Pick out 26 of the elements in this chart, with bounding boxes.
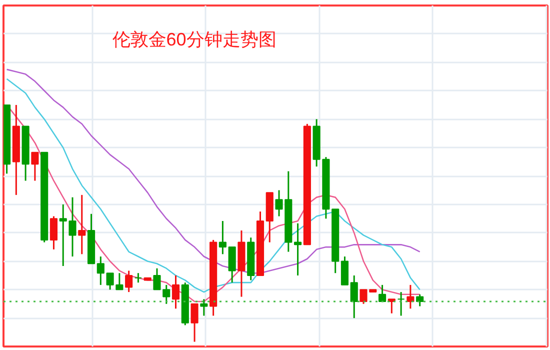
candlestick [190, 303, 198, 343]
candlestick [218, 220, 226, 255]
candlestick [406, 284, 414, 310]
candlestick [172, 274, 180, 310]
candlestick [50, 216, 58, 250]
candlestick [388, 298, 396, 314]
candlestick [96, 256, 104, 286]
candlestick [153, 268, 161, 290]
candlestick [228, 246, 236, 284]
candlestick [378, 284, 386, 302]
candlestick [31, 152, 39, 182]
candlestick [116, 272, 124, 290]
candlestick [294, 222, 302, 276]
candlestick [340, 256, 349, 286]
chart-title: 伦敦金60分钟走势图 [112, 30, 276, 50]
candlestick [78, 194, 86, 255]
candlestick [397, 291, 405, 316]
candlestick [350, 274, 358, 319]
candlestick [125, 270, 133, 293]
candlestick [134, 272, 142, 284]
candlestick [59, 204, 67, 267]
candlestick [200, 298, 208, 316]
candlestick [106, 272, 114, 290]
candlestick [68, 196, 76, 258]
candlestick [162, 284, 170, 305]
candlestick [416, 294, 424, 307]
